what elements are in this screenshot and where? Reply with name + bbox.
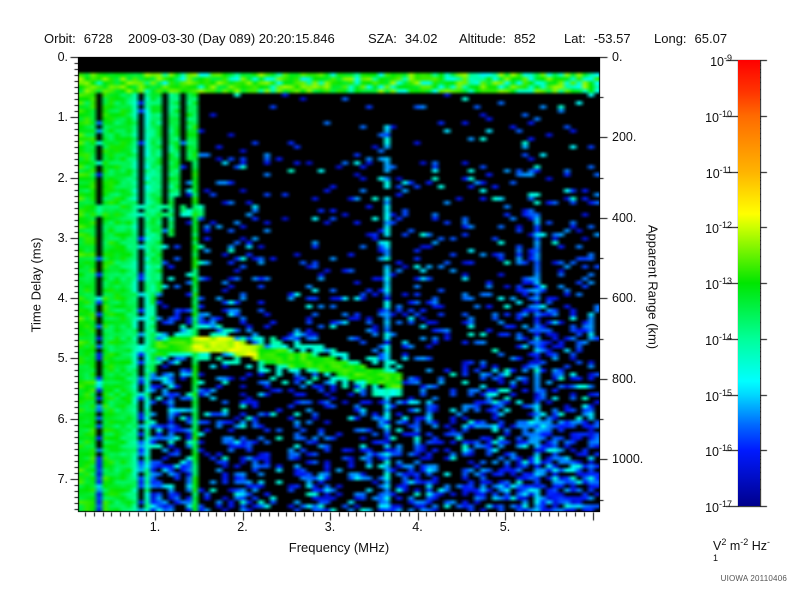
y-tick-label: 2. [57, 170, 68, 185]
spectrogram-canvas [78, 57, 600, 512]
header-lat-value: -53.57 [593, 31, 631, 46]
header-long-value: 65.07 [694, 31, 728, 46]
y-tick-label: 0. [57, 50, 68, 64]
y-axis-title: Time Delay (ms) [28, 237, 44, 333]
x-tick-label: 2. [237, 520, 248, 534]
colorbar-tick-label: 10-12 [705, 220, 732, 237]
header-datetime: 2009-03-30 (Day 089) 20:20:15.846 [128, 31, 335, 46]
y-tick-label: 5. [57, 351, 68, 366]
header-altitude-value: 852 [513, 31, 536, 46]
colorbar-tick-label: 10-16 [705, 443, 732, 460]
y2-tick-label: 0. [612, 50, 623, 64]
header-sza: SZA: 34.02 [368, 31, 437, 46]
header-datetime-value: 2009-03-30 (Day 089) 20:20:15.846 [128, 31, 335, 46]
y-tick-label: 1. [57, 110, 68, 125]
header-altitude: Altitude: 852 [459, 31, 536, 46]
colorbar [738, 60, 760, 506]
header-altitude-label: Altitude: [459, 31, 506, 46]
colorbar-unit-label: V2 m-2 Hz-1 [713, 537, 771, 564]
y-tick-label: 7. [57, 471, 68, 486]
colorbar-tick-label: 10-10 [705, 108, 732, 125]
header-lat-label: Lat: [564, 31, 586, 46]
y-tick-label: 4. [57, 291, 68, 306]
y2-tick-label: 600. [612, 291, 637, 306]
y2-tick-label: 1000. [612, 452, 644, 467]
header-orbit-label: Orbit: [44, 31, 76, 46]
colorbar-tick-label: 10-17 [705, 499, 732, 516]
y2-tick-label: 400. [612, 210, 637, 225]
x-tick-label: 3. [324, 520, 336, 534]
header-lat: Lat: -53.57 [564, 31, 631, 46]
x-tick-label: 1. [149, 520, 161, 534]
header-sza-label: SZA: [368, 31, 397, 46]
header-long: Long: 65.07 [654, 31, 727, 46]
y2-axis-title: Apparent Range (km) [645, 224, 661, 350]
header-orbit-value: 6728 [83, 31, 113, 46]
y2-tick-label: 200. [612, 130, 637, 145]
x-tick-label: 4. [412, 520, 423, 534]
colorbar-tick-label: 10-9 [710, 53, 732, 70]
colorbar-tick-label: 10-11 [705, 164, 732, 181]
credit-text: UIOWA 20110406 [720, 574, 787, 583]
y2-tick-label: 800. [612, 371, 637, 386]
colorbar-tick-label: 10-13 [705, 276, 732, 293]
x-tick-label: 5. [499, 520, 511, 534]
header-long-label: Long: [654, 31, 687, 46]
x-axis-title: Frequency (MHz) [288, 540, 390, 555]
header-sza-value: 34.02 [404, 31, 438, 46]
colorbar-tick-label: 10-15 [705, 387, 732, 404]
y-tick-label: 6. [57, 411, 68, 426]
y-tick-label: 3. [57, 230, 68, 245]
colorbar-tick-label: 10-14 [705, 331, 732, 348]
header-info: Orbit: 6728 2009-03-30 (Day 089) 20:20:15… [0, 31, 800, 49]
header-orbit: Orbit: 6728 [44, 31, 113, 46]
